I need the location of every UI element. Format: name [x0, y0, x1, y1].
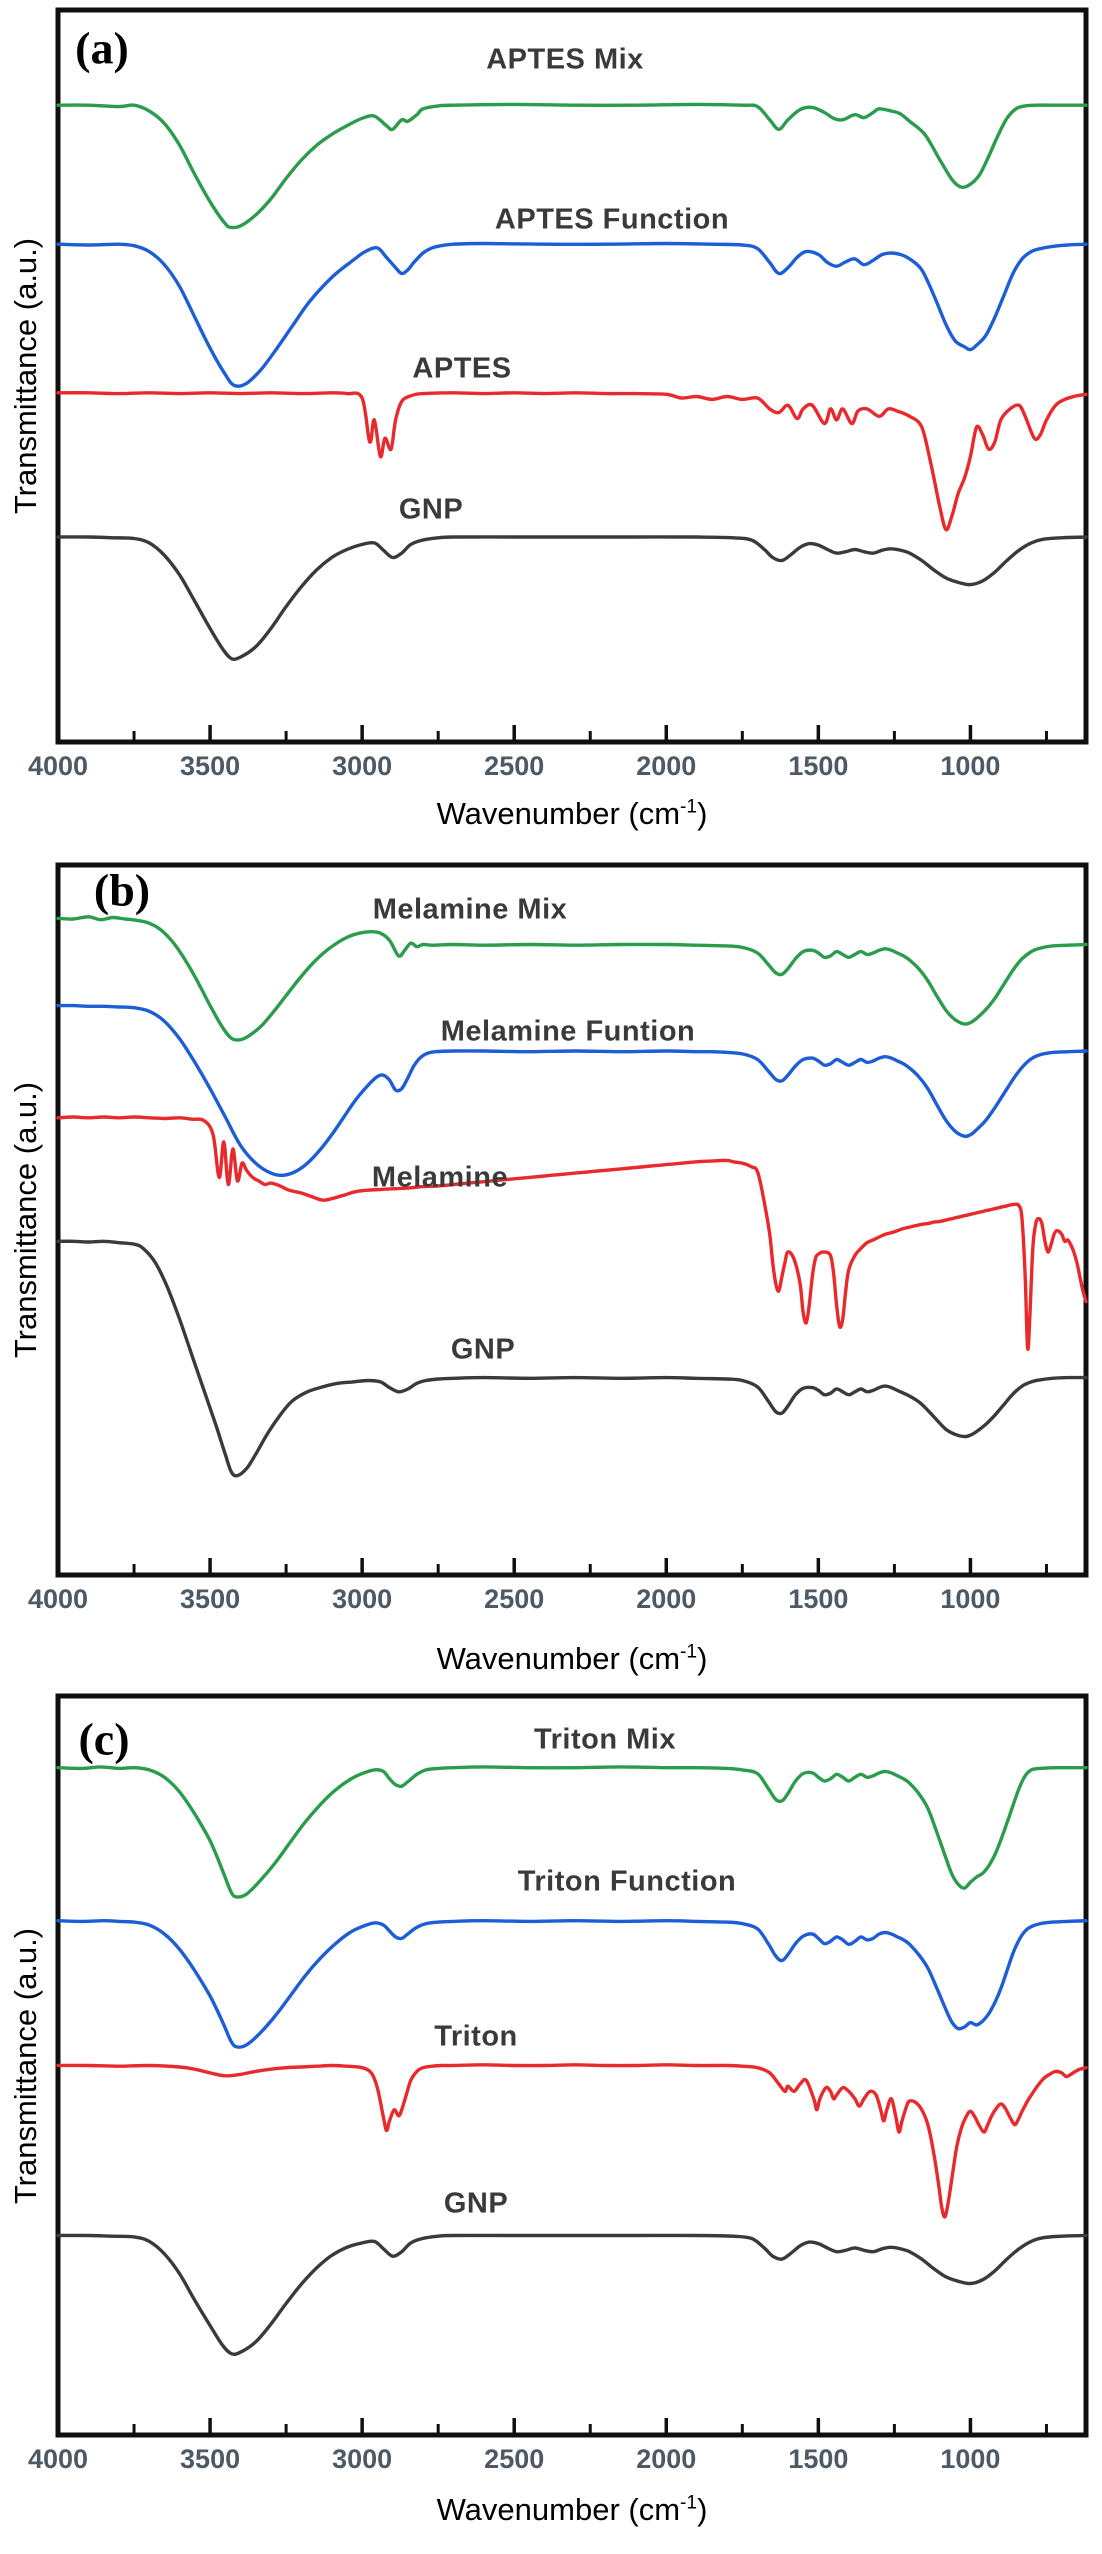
x-tick-label: 1500	[788, 751, 848, 781]
x-axis-title-text: Wavenumber (cm	[436, 1641, 681, 1676]
x-axis-title-b: Wavenumber (cm-1)	[437, 1641, 708, 1677]
plot-frame	[55, 862, 1089, 1578]
spectrum-gnp	[56, 535, 1088, 661]
x-axis-title-c: Wavenumber (cm-1)	[437, 2492, 708, 2528]
curve-label-aptes-mix: APTES Mix	[486, 43, 644, 76]
x-axis-title-text: Wavenumber (cm	[436, 2492, 681, 2527]
spectrum-triton	[56, 2063, 1088, 2219]
curve-label-aptes-function: APTES Function	[494, 203, 730, 236]
plot-frame	[55, 7, 1089, 745]
curve-label-triton-function: Triton Function	[517, 1865, 737, 1898]
spectra-plot-a: 4000 3500 3000 2500 2000 1500 1000	[28, 7, 1089, 781]
x-axis-title-close: )	[697, 1641, 708, 1676]
spectrum-melamine	[56, 1115, 1088, 1351]
x-axis-title-close: )	[697, 796, 708, 831]
x-tick-label: 3000	[332, 2444, 392, 2474]
spectrum-aptes	[56, 391, 1088, 532]
x-tick-label: 4000	[28, 2444, 88, 2474]
x-tick-label: 2500	[484, 1584, 544, 1614]
x-tick-label: 3000	[332, 1584, 392, 1614]
x-axis-title-sup: -1	[680, 796, 698, 818]
spectrum-aptes-function	[56, 241, 1088, 388]
spectrum-triton-mix	[56, 1765, 1088, 1899]
panel-a: 4000 3500 3000 2500 2000 1500 1000 Transmittan…	[0, 0, 1102, 848]
x-tick-label: 3500	[180, 751, 240, 781]
x-tick-label: 1500	[788, 2444, 848, 2474]
x-tick-label: 2000	[636, 2444, 696, 2474]
y-axis-title: Transmittance (a.u.)	[8, 1927, 43, 2205]
x-tick-label: 2000	[636, 751, 696, 781]
spectrum-melamine-function	[56, 1003, 1088, 1178]
spectrum-gnp	[56, 2233, 1088, 2356]
x-axis-title-sup: -1	[680, 1641, 698, 1663]
panel-letter-c: (c)	[78, 1713, 130, 1765]
panel-letter-a: (a)	[75, 22, 129, 74]
spectra-plot-b: 4000 3500 3000 2500 2000 1500 1000	[28, 862, 1089, 1614]
curve-label-triton: Triton	[434, 2020, 518, 2053]
y-axis-title: Transmittance (a.u.)	[8, 237, 43, 515]
x-axis-title-a: Wavenumber (cm-1)	[437, 796, 708, 832]
spectrum-gnp	[56, 1239, 1088, 1478]
curve-label-melamine: Melamine	[371, 1161, 509, 1194]
spectrum-aptes-mix	[56, 102, 1088, 230]
x-tick-label: 4000	[28, 751, 88, 781]
x-tick-label: 2500	[484, 751, 544, 781]
x-tick-label: 1000	[940, 1584, 1000, 1614]
spectrum-melamine-mix	[56, 915, 1088, 1042]
panel-letter-b: (b)	[93, 864, 151, 916]
panel-b: 4000 3500 3000 2500 2000 1500 1000 Transmittan…	[0, 848, 1102, 1692]
x-axis-title-close: )	[697, 2492, 708, 2527]
x-tick-label: 3500	[180, 1584, 240, 1614]
x-tick-label: 4000	[28, 1584, 88, 1614]
x-tick-label: 3000	[332, 751, 392, 781]
x-tick-label: 2500	[484, 2444, 544, 2474]
spectra-plot-c: 4000 3500 3000 2500 2000 1500 1000	[28, 1693, 1089, 2474]
curve-label-aptes: APTES	[412, 352, 512, 385]
panel-c: 4000 3500 3000 2500 2000 1500 1000 Transmittan…	[0, 1692, 1102, 2554]
y-axis-title: Transmittance (a.u.)	[8, 1081, 43, 1359]
curve-label-triton-mix: Triton Mix	[534, 1723, 676, 1756]
curve-label-melamine-mix: Melamine Mix	[372, 893, 568, 926]
curve-label-gnp-b: GNP	[450, 1333, 516, 1366]
x-tick-label: 1000	[940, 751, 1000, 781]
curve-label-gnp-a: GNP	[398, 493, 464, 526]
x-tick-label: 1000	[940, 2444, 1000, 2474]
curve-label-gnp-c: GNP	[443, 2187, 509, 2220]
spectrum-triton-function	[56, 1919, 1088, 2049]
x-axis-title-text: Wavenumber (cm	[436, 796, 681, 831]
curve-label-melamine-function: Melamine Funtion	[440, 1015, 696, 1048]
x-tick-label: 3500	[180, 2444, 240, 2474]
x-tick-label: 1500	[788, 1584, 848, 1614]
x-axis-title-sup: -1	[680, 2492, 698, 2514]
x-tick-label: 2000	[636, 1584, 696, 1614]
